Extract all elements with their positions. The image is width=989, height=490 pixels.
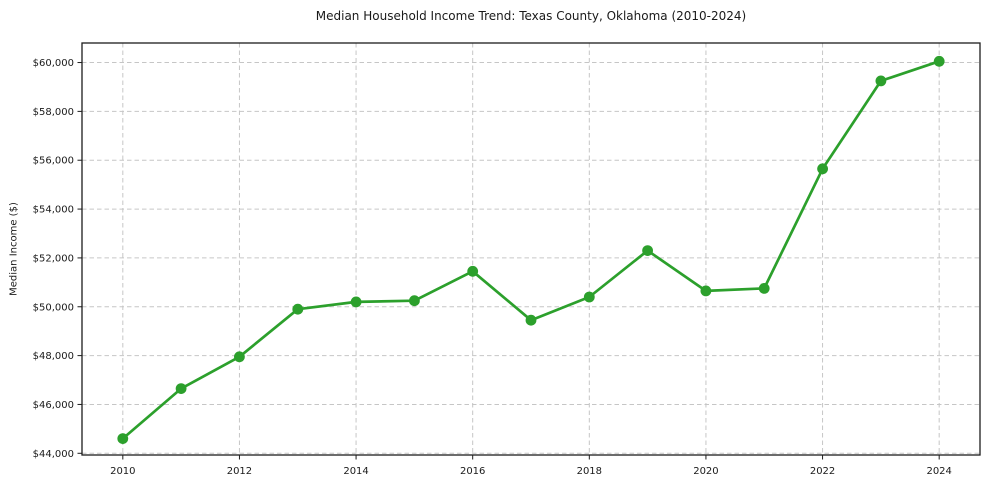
x-tick-label: 2020: [693, 466, 718, 477]
y-tick-label: $60,000: [33, 58, 74, 69]
data-point-2012: [234, 351, 245, 363]
x-tick-label: 2014: [343, 466, 368, 477]
data-point-2020: [700, 285, 712, 297]
plot-border: [81, 42, 981, 456]
data-point-2014: [350, 296, 362, 308]
y-tick-label: $44,000: [33, 449, 74, 460]
data-point-2017: [525, 314, 537, 326]
x-tick-label: 2024: [926, 466, 951, 477]
x-tick-label: 2022: [810, 466, 835, 477]
data-point-2015: [409, 295, 420, 307]
y-tick-label: $52,000: [33, 253, 74, 264]
x-tick-label: 2016: [460, 466, 485, 477]
data-point-2016: [467, 265, 479, 277]
y-tick-label: $56,000: [33, 156, 74, 167]
data-point-2019: [642, 245, 653, 256]
y-tick-label: $54,000: [33, 205, 74, 216]
y-tick-label: $48,000: [33, 351, 74, 362]
data-point-2021: [758, 283, 770, 294]
x-tick-label: 2018: [577, 466, 602, 477]
data-point-2024: [933, 55, 945, 67]
data-point-2010: [117, 433, 129, 444]
y-tick-label: $58,000: [33, 107, 74, 118]
y-tick-label: $46,000: [33, 400, 74, 411]
chart-title: Median Household Income Trend: Texas Cou…: [315, 9, 747, 23]
data-point-2018: [583, 291, 595, 303]
y-tick-label: $50,000: [33, 302, 74, 313]
data-point-2013: [292, 303, 304, 315]
x-tick-label: 2010: [110, 466, 135, 477]
data-point-2023: [875, 75, 887, 87]
x-tick-label: 2012: [227, 466, 252, 477]
data-point-2022: [817, 163, 828, 175]
trend-line: [121, 59, 941, 440]
data-point-2011: [175, 383, 187, 394]
